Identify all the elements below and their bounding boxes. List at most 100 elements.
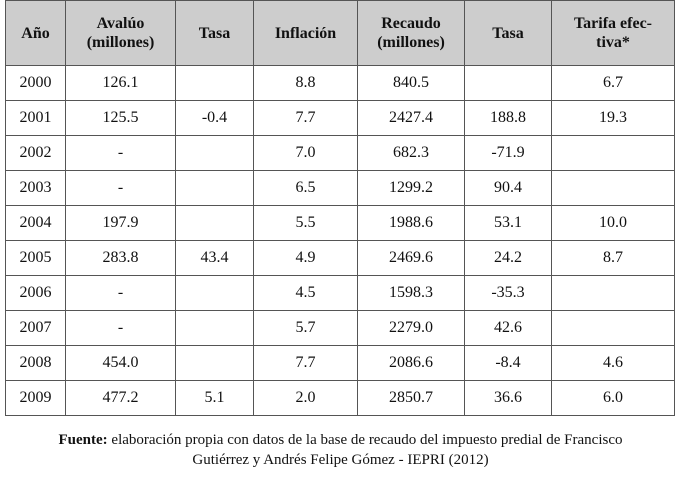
table-cell: - (65, 275, 176, 311)
table-row: 2007- 5.7 2279.0 42.6 (5, 310, 675, 346)
source-note: Fuente: elaboración propia con datos de … (0, 430, 681, 470)
table-cell: - (65, 170, 176, 206)
header-line: (millones) (377, 34, 445, 51)
table-cell: 4.5 (253, 275, 358, 311)
header-row: Año Avalúo (millones) Tasa Inflación Recaudo (… (5, 0, 675, 66)
table-cell: 6.5 (253, 170, 358, 206)
table-cell: -71.9 (464, 135, 552, 171)
source-line1: elaboración propia con datos de la base … (107, 432, 623, 448)
table-row: 2000 126.1 8.8 840.5 6.7 (5, 65, 675, 101)
source-line2: Gutiérrez y Andrés Felipe Gómez - IEPRI … (192, 452, 489, 468)
table-cell: 126.1 (65, 65, 176, 101)
table-cell: 36.6 (464, 380, 552, 416)
table-cell (551, 170, 675, 206)
table-cell: 10.0 (551, 205, 675, 241)
table-cell: 2008 (5, 345, 66, 381)
table-cell: 19.3 (551, 100, 675, 136)
table-cell: 8.8 (253, 65, 358, 101)
table-cell (175, 65, 254, 101)
table-cell: 2.0 (253, 380, 358, 416)
table-cell: 2000 (5, 65, 66, 101)
header-line: Tasa (492, 24, 524, 42)
table-cell (175, 310, 254, 346)
column-header: Tasa (464, 0, 552, 66)
table-cell: -35.3 (464, 275, 552, 311)
column-header: Año (5, 0, 66, 66)
table-cell (551, 135, 675, 171)
header-line: Tarifa efec- (573, 15, 653, 32)
table-cell: 454.0 (65, 345, 176, 381)
table-row: 2004 197.9 5.5 1988.6 53.1 10.0 (5, 205, 675, 241)
header-line: Avalúo (96, 15, 145, 32)
column-header: Tasa (175, 0, 254, 66)
table-cell: 2086.6 (357, 345, 465, 381)
table-cell: 2006 (5, 275, 66, 311)
table-cell: 2002 (5, 135, 66, 171)
table-cell: 24.2 (464, 240, 552, 276)
data-table: Año Avalúo (millones) Tasa Inflación Recaudo (… (5, 0, 675, 416)
table-row: 2005 283.8 43.4 4.9 2469.6 24.2 8.7 (5, 240, 675, 276)
table-cell: 1988.6 (357, 205, 465, 241)
table-cell: 4.9 (253, 240, 358, 276)
table-cell (551, 275, 675, 311)
table-cell: 2004 (5, 205, 66, 241)
table-cell: 2005 (5, 240, 66, 276)
table-row: 2001 125.5 -0.4 7.7 2427.4 188.8 19.3 (5, 100, 675, 136)
table-cell: 42.6 (464, 310, 552, 346)
table-cell: 283.8 (65, 240, 176, 276)
table-cell: 4.6 (551, 345, 675, 381)
table-cell (175, 275, 254, 311)
table-cell (175, 170, 254, 206)
table-cell: 2003 (5, 170, 66, 206)
table-row: 2006- 4.5 1598.3 -35.3 (5, 275, 675, 311)
table-cell (175, 345, 254, 381)
table-cell: 125.5 (65, 100, 176, 136)
table-cell: 5.1 (175, 380, 254, 416)
table-cell: 197.9 (65, 205, 176, 241)
column-header: Avalúo (millones) (65, 0, 176, 66)
table-cell: 2001 (5, 100, 66, 136)
column-header: Inflación (253, 0, 358, 66)
table-row: 2008 454.0 7.7 2086.6 -8.4 4.6 (5, 345, 675, 381)
table-cell: 8.7 (551, 240, 675, 276)
table-cell: 43.4 (175, 240, 254, 276)
table-cell: 2469.6 (357, 240, 465, 276)
column-header: Tarifa efec-tiva* (551, 0, 675, 66)
table-cell (551, 310, 675, 346)
table-cell: 7.0 (253, 135, 358, 171)
table-cell: 5.7 (253, 310, 358, 346)
table-row: 2002- 7.0 682.3 -71.9 (5, 135, 675, 171)
table-cell: 1598.3 (357, 275, 465, 311)
table-cell: 6.0 (551, 380, 675, 416)
table-cell: 2009 (5, 380, 66, 416)
table-cell: - (65, 310, 176, 346)
table-cell: 2427.4 (357, 100, 465, 136)
table-cell (175, 135, 254, 171)
table-cell: 7.7 (253, 100, 358, 136)
table-cell: 188.8 (464, 100, 552, 136)
table-row: 2003- 6.5 1299.2 90.4 (5, 170, 675, 206)
header-line: Inflación (274, 24, 337, 42)
table-row: 2009 477.2 5.1 2.0 2850.7 36.6 6.0 (5, 380, 675, 416)
table-cell (464, 65, 552, 101)
table-cell: 5.5 (253, 205, 358, 241)
table-cell: 90.4 (464, 170, 552, 206)
table-cell: -0.4 (175, 100, 254, 136)
header-line: tiva* (596, 34, 630, 51)
table-cell: -8.4 (464, 345, 552, 381)
table-cell: 682.3 (357, 135, 465, 171)
table-cell: 53.1 (464, 205, 552, 241)
table-cell: 2850.7 (357, 380, 465, 416)
table-cell: 2279.0 (357, 310, 465, 346)
column-header: Recaudo (millones) (357, 0, 465, 66)
header-line: Año (21, 24, 50, 42)
table-cell: 2007 (5, 310, 66, 346)
table-cell: 7.7 (253, 345, 358, 381)
table-cell (175, 205, 254, 241)
header-line: (millones) (86, 34, 155, 51)
table-cell: 1299.2 (357, 170, 465, 206)
source-label: Fuente: (58, 432, 108, 448)
table-cell: 6.7 (551, 65, 675, 101)
table-cell: 840.5 (357, 65, 465, 101)
header-line: Recaudo (381, 15, 441, 32)
